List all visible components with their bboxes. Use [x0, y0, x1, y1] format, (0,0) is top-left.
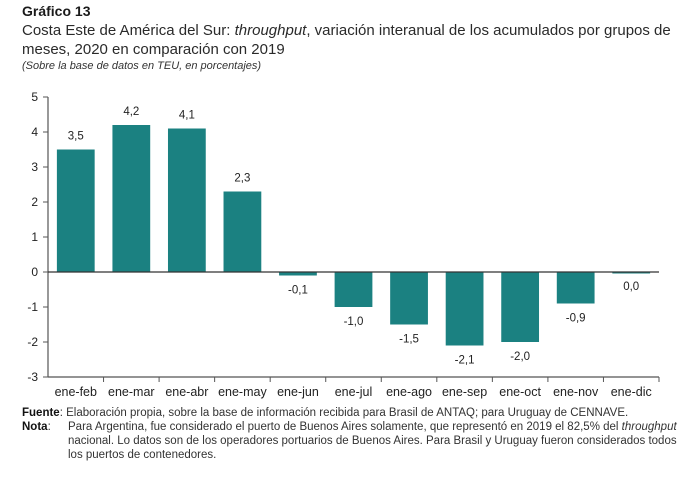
y-tick-label: -3 [27, 370, 38, 384]
bar [612, 272, 651, 274]
y-tick-label: 5 [31, 90, 38, 104]
note-text-part-1: Para Argentina, fue considerado el puert… [68, 421, 622, 433]
y-tick-label: 0 [31, 265, 38, 279]
x-tick-label: ene-ago [386, 385, 432, 399]
x-tick-label: ene-nov [553, 385, 599, 399]
bar [112, 125, 151, 272]
bar [390, 272, 428, 325]
data-label: -0,1 [288, 285, 308, 297]
y-tick-label: 1 [31, 230, 38, 244]
bar [279, 272, 317, 276]
x-tick-label: ene-oct [499, 385, 541, 399]
category-labels: ene-feb ene-mar ene-abr ene-may ene-jun ene-j… [55, 385, 652, 399]
bar [445, 272, 484, 346]
bar-chart: 5 4 3 2 1 0 -1 -2 -3 3,5 4,2 4,1 2,3 -0,1 -1,0 -1,5 -2,… [27, 90, 660, 399]
bar [56, 149, 95, 272]
data-label: -2,1 [455, 355, 475, 367]
title-italic: throughput [234, 22, 307, 39]
note-colon: : [47, 421, 51, 433]
bar [167, 128, 206, 272]
x-tick-label: ene-jun [277, 385, 319, 399]
x-tick-label: ene-feb [55, 385, 97, 399]
chart-number: Gráfico 13 [22, 3, 91, 19]
data-label: 4,2 [123, 106, 139, 118]
y-tick-label: -1 [27, 300, 38, 314]
data-label: -0,9 [566, 313, 586, 325]
x-tick-label: ene-sep [442, 385, 487, 399]
data-label: -2,0 [510, 351, 530, 363]
data-label: -1,5 [399, 334, 419, 346]
x-tick-label: ene-abr [165, 385, 208, 399]
note-text-italic: throughput [621, 421, 677, 433]
bar [223, 191, 262, 272]
source-note: Fuente: Elaboración propia, sobre la bas… [22, 406, 677, 420]
source-text: : Elaboración propia, sobre la base de i… [59, 407, 629, 419]
x-tick-label: ene-jul [335, 385, 373, 399]
bar [334, 272, 373, 307]
value-labels: 3,5 4,2 4,1 2,3 -0,1 -1,0 -1,5 -2,1 -2,0 -0,9 0,0 [68, 106, 639, 367]
source-label: Fuente [22, 407, 60, 419]
chart-title: Costa Este de América del Sur: throughpu… [22, 21, 682, 59]
note-text-part-2: nacional. Lo datos son de los operadores… [68, 435, 677, 461]
note-label: Nota [22, 421, 48, 433]
x-tick-label: ene-mar [108, 385, 155, 399]
data-label: 3,5 [68, 131, 84, 143]
data-label: 2,3 [234, 173, 250, 185]
nota-note: Nota: Para Argentina, fue considerado el… [22, 420, 677, 462]
y-tick-label: 2 [31, 195, 38, 209]
chart-subtitle: (Sobre la base de datos en TEU, en porce… [22, 60, 262, 72]
y-tick-label: 4 [31, 125, 38, 139]
y-tick-label: -2 [27, 335, 38, 349]
note-text: Para Argentina, fue considerado el puert… [68, 420, 677, 462]
chart-footer: Fuente: Elaboración propia, sobre la bas… [22, 406, 677, 462]
title-suffix: , variación interanual de los acumulados… [22, 22, 671, 58]
bars [56, 125, 651, 346]
bar [556, 272, 595, 304]
x-tick-label: ene-dic [611, 385, 652, 399]
data-label: 0,0 [623, 281, 639, 293]
y-axis: 5 4 3 2 1 0 -1 -2 -3 [27, 90, 49, 384]
bar [501, 272, 540, 342]
x-tick-label: ene-may [218, 385, 267, 399]
data-label: -1,0 [344, 316, 364, 328]
title-prefix: Costa Este de América del Sur: [22, 22, 235, 39]
data-label: 4,1 [179, 110, 195, 122]
y-tick-label: 3 [31, 160, 38, 174]
x-axis [48, 271, 660, 382]
